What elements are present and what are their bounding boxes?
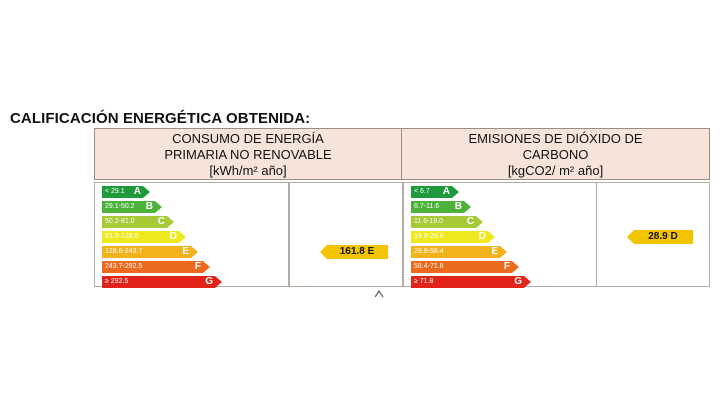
- rating-range: 128.6-243.7: [105, 248, 143, 255]
- rating-letter: B: [145, 201, 153, 212]
- rating-bar-a: < 29.1 A: [102, 186, 150, 198]
- rating-range: 243.7-292.5: [105, 263, 143, 270]
- rating-bar-c: 11.6-19.0 C: [411, 216, 483, 228]
- rating-range: 11.6-19.0: [414, 218, 444, 225]
- rating-bar-c: 50.2-81.0 C: [102, 216, 174, 228]
- emissions-header-unit: [kgCO2/ m² año]: [507, 163, 604, 178]
- rating-bar-e: 29.8-58.4 E: [411, 246, 507, 258]
- rating-range: 58.4-71.8: [414, 263, 444, 270]
- rating-letter: D: [169, 231, 177, 242]
- rating-letter: C: [157, 216, 165, 227]
- emissions-header: EMISIONES DE DIÓXIDO DE CARBONO [kgCO2/ …: [402, 129, 709, 179]
- rating-bar-g: ≥ 292.5 G: [102, 276, 222, 288]
- rating-letter: G: [205, 276, 213, 287]
- consumption-header-unit: [kWh/m² año]: [209, 163, 287, 178]
- page-title: CALIFICACIÓN ENERGÉTICA OBTENIDA:: [10, 110, 311, 127]
- emissions-rating-value: 28.9: [648, 231, 668, 242]
- rating-range: 50.2-81.0: [105, 218, 135, 225]
- rating-letter: D: [478, 231, 486, 242]
- rating-range: < 29.1: [105, 188, 125, 195]
- rating-bar-f: 243.7-292.5 F: [102, 261, 210, 273]
- rating-bar-f: 58.4-71.8 F: [411, 261, 519, 273]
- rating-range: 29.8-58.4: [414, 248, 444, 255]
- rating-bar-a: < 6.7 A: [411, 186, 459, 198]
- rating-letter: C: [466, 216, 474, 227]
- emissions-rating-indicator: 28.9 D: [627, 230, 693, 244]
- emissions-value-box: 28.9 D: [596, 182, 710, 287]
- rating-range: < 6.7: [414, 188, 430, 195]
- rating-letter: F: [194, 261, 201, 272]
- consumption-header: CONSUMO DE ENERGÍA PRIMARIA NO RENOVABLE…: [95, 129, 402, 179]
- rating-letter: E: [182, 246, 189, 257]
- consumption-header-line2: PRIMARIA NO RENOVABLE: [164, 147, 332, 162]
- rating-letter: G: [514, 276, 522, 287]
- emissions-header-line1: EMISIONES DE DIÓXIDO DE: [468, 131, 643, 146]
- rating-range: 19.0-29.8: [414, 233, 444, 240]
- consumption-rating-letter: E: [367, 246, 375, 257]
- rating-letter: B: [454, 201, 462, 212]
- header-row: CONSUMO DE ENERGÍA PRIMARIA NO RENOVABLE…: [94, 128, 710, 180]
- consumption-scale-box: < 29.1 A 29.1-50.2 B 50.2-81.0 C 81.0-128.6 D 12…: [94, 182, 289, 287]
- emissions-scale-box: < 6.7 A 6.7-11.6 B 11.6-19.0 C 19.0-29.8 D 29.8-…: [403, 182, 598, 287]
- emissions-header-line2: CARBONO: [522, 147, 589, 162]
- rating-range: 81.0-128.6: [105, 233, 139, 240]
- rating-bar-e: 128.6-243.7 E: [102, 246, 198, 258]
- rating-range: ≥ 292.5: [105, 278, 129, 285]
- consumption-header-line1: CONSUMO DE ENERGÍA: [172, 131, 324, 146]
- rating-bar-d: 19.0-29.8 D: [411, 231, 495, 243]
- rating-bar-b: 6.7-11.6 B: [411, 201, 471, 213]
- rating-letter: F: [503, 261, 510, 272]
- energy-certificate: CONSUMO DE ENERGÍA PRIMARIA NO RENOVABLE…: [94, 128, 710, 287]
- rating-range: ≥ 71.8: [414, 278, 434, 285]
- cursor-icon: [374, 290, 384, 298]
- consumption-rating-value: 161.8: [339, 246, 365, 257]
- rating-range: 6.7-11.6: [414, 203, 440, 210]
- consumption-value-box: 161.8 E: [289, 182, 403, 287]
- rating-letter: A: [133, 186, 141, 197]
- rating-bar-b: 29.1-50.2 B: [102, 201, 162, 213]
- rating-bar-d: 81.0-128.6 D: [102, 231, 186, 243]
- rating-range: 29.1-50.2: [105, 203, 135, 210]
- rating-letter: A: [442, 186, 450, 197]
- consumption-rating-indicator: 161.8 E: [320, 245, 388, 259]
- rating-bar-g: ≥ 71.8 G: [411, 276, 531, 288]
- emissions-rating-letter: D: [670, 231, 678, 242]
- rating-letter: E: [491, 246, 498, 257]
